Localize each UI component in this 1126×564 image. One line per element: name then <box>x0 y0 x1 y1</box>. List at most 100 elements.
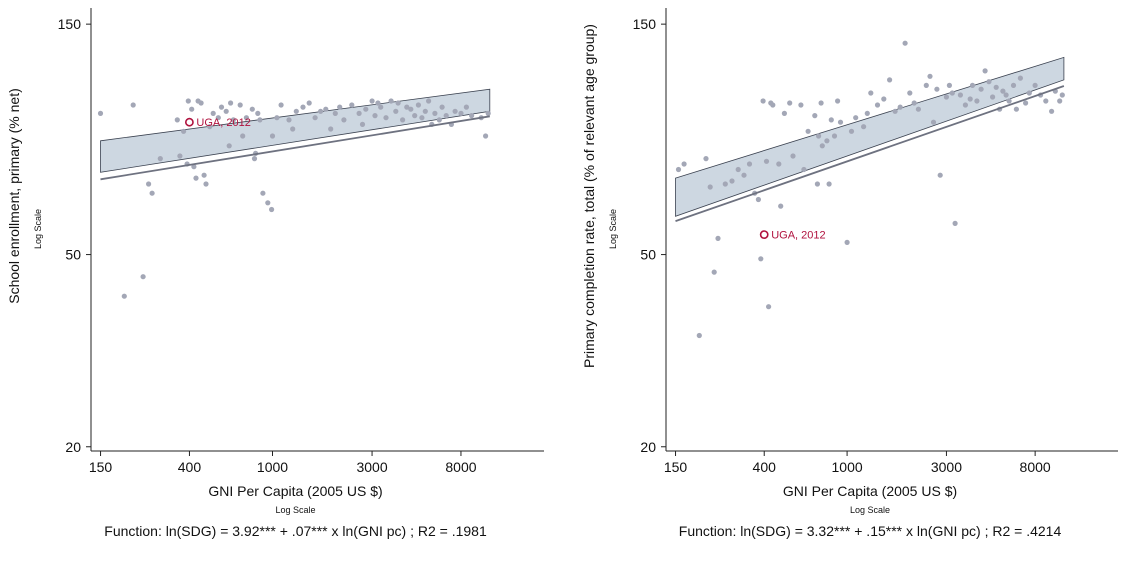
x-tick-label: 1000 <box>832 459 863 475</box>
x-tick-label: 1000 <box>257 459 288 475</box>
data-point <box>191 164 197 170</box>
data-point <box>207 124 213 130</box>
y-tick-label: 150 <box>633 16 657 32</box>
data-point <box>130 102 136 108</box>
data-point <box>943 94 950 100</box>
data-point <box>986 79 992 85</box>
fit-line <box>100 115 490 181</box>
panel-school-enrollment: UGA, 2012 20 50 150 150 400 1000 3000 8000 GNI Pe… <box>6 8 544 539</box>
data-point <box>121 293 127 299</box>
data-point <box>1043 98 1049 104</box>
data-point <box>818 100 824 106</box>
data-point <box>174 117 180 123</box>
data-point <box>332 110 338 116</box>
data-point <box>766 304 772 310</box>
y-scale-note: Log Scale <box>33 209 43 249</box>
data-point <box>735 166 741 173</box>
data-point <box>946 82 953 88</box>
data-point <box>257 117 263 123</box>
data-point <box>715 235 721 241</box>
data-point <box>432 110 438 116</box>
x-scale-note: Log Scale <box>850 505 890 515</box>
data-point <box>369 98 375 104</box>
data-point <box>230 117 236 123</box>
data-point <box>293 108 299 114</box>
x-scale-note: Log Scale <box>275 505 315 515</box>
data-point <box>741 172 747 178</box>
x-axis-title: GNI Per Capita (2005 US $) <box>208 483 382 499</box>
data-point <box>251 156 258 162</box>
data-point <box>203 181 209 187</box>
data-point <box>805 128 811 134</box>
data-point <box>422 108 428 114</box>
x-tick-label: 3000 <box>356 459 387 475</box>
data-point <box>1017 75 1024 81</box>
data-point <box>722 181 728 187</box>
data-point <box>193 175 199 181</box>
data-point <box>255 110 261 116</box>
function-text: Function: ln(SDG) = 3.32*** + .15*** x l… <box>679 523 1062 539</box>
data-point <box>824 138 830 144</box>
data-point <box>215 115 221 121</box>
data-point <box>835 98 841 104</box>
data-point <box>881 96 887 102</box>
data-point <box>306 100 312 106</box>
data-point <box>819 143 825 149</box>
data-point <box>419 115 425 121</box>
y-axis-title: School enrollment, primary (% net) <box>6 88 22 304</box>
data-point <box>696 332 702 339</box>
data-point <box>400 117 406 123</box>
data-point <box>787 100 793 106</box>
data-point <box>982 68 988 74</box>
data-point <box>218 104 225 110</box>
data-point <box>978 86 984 92</box>
data-point <box>463 104 469 110</box>
x-tick-label: 400 <box>178 459 202 475</box>
data-point <box>240 133 246 139</box>
data-point <box>812 113 818 119</box>
data-point <box>969 82 976 88</box>
data-point <box>210 110 216 116</box>
data-point <box>907 90 913 96</box>
data-point <box>404 104 410 110</box>
data-point <box>993 84 999 90</box>
x-tick-label: 150 <box>664 459 688 475</box>
y-tick-label: 50 <box>640 247 656 263</box>
data-point <box>359 121 366 127</box>
data-point <box>1023 100 1029 106</box>
data-point <box>395 100 401 106</box>
data-point <box>681 161 687 167</box>
data-point <box>837 119 844 125</box>
function-text: Function: ln(SDG) = 3.92*** + .07*** x l… <box>104 523 487 539</box>
data-point <box>853 115 859 121</box>
data-point <box>189 106 195 112</box>
data-point <box>226 143 232 149</box>
panel-primary-completion: UGA, 2012 20 50 150 150 400 1000 3000 8000 GNI Pe… <box>581 8 1118 539</box>
data-point <box>140 274 146 280</box>
data-point <box>265 200 271 206</box>
data-point <box>349 102 355 108</box>
y-axis-title: Primary completion rate, total (% of rel… <box>581 24 597 368</box>
data-point <box>412 113 418 119</box>
data-point <box>927 73 933 79</box>
data-point <box>707 184 713 190</box>
data-point <box>1006 98 1012 104</box>
x-tick-label: 3000 <box>931 459 962 475</box>
x-tick-label: 8000 <box>445 459 476 475</box>
data-point <box>318 108 324 114</box>
data-point <box>198 100 204 106</box>
data-point <box>452 108 458 114</box>
data-point <box>415 102 421 108</box>
data-point <box>763 158 770 164</box>
data-point <box>146 181 152 187</box>
data-point <box>1026 90 1032 96</box>
data-point <box>816 133 822 139</box>
data-point <box>675 166 682 173</box>
y-tick-label: 20 <box>65 439 81 455</box>
data-point <box>831 133 838 139</box>
data-point <box>243 115 249 121</box>
data-point <box>923 82 929 88</box>
data-point <box>185 98 191 104</box>
y-tick-label: 50 <box>65 247 81 263</box>
